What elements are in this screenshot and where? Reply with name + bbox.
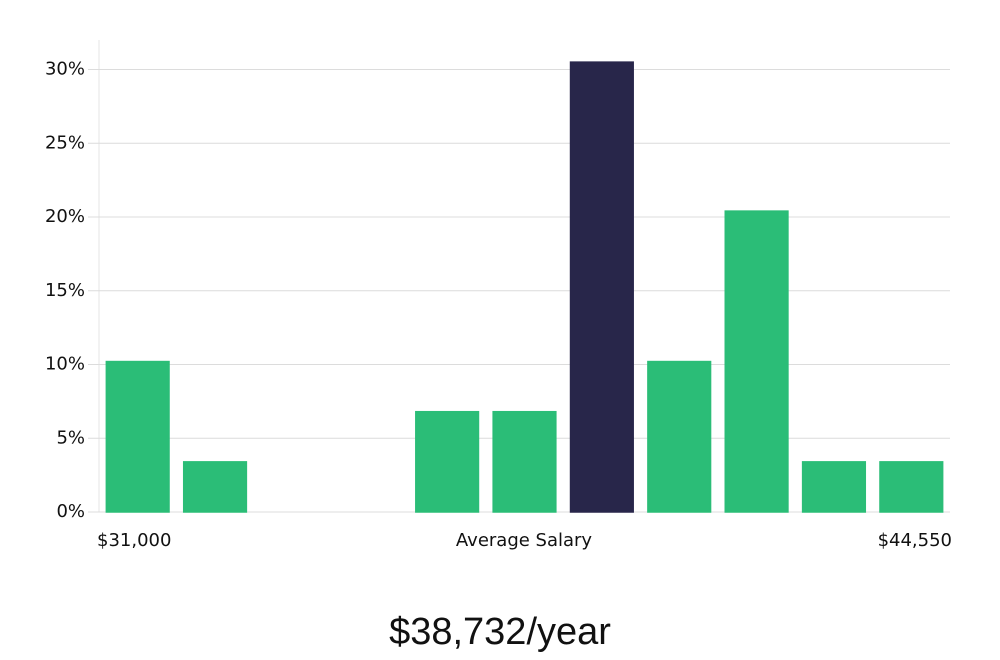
average-salary: $38,732/year [389, 611, 611, 653]
x-end-label: $44,550 [878, 530, 952, 551]
bar [569, 61, 634, 513]
x-start-label: $31,000 [97, 530, 171, 551]
y-tick-label: 15% [45, 280, 85, 301]
x-axis-label: Average Salary [456, 530, 593, 551]
y-tick-label: 0% [56, 501, 85, 522]
y-tick-label: 5% [56, 427, 85, 448]
y-tick-label: 10% [45, 354, 85, 375]
bar [182, 461, 248, 513]
y-tick-label: 20% [45, 206, 85, 227]
bar [879, 461, 944, 513]
bar [724, 210, 789, 513]
y-tick-label: 30% [45, 59, 85, 80]
bar [492, 410, 557, 513]
bar [801, 461, 867, 513]
bar [105, 360, 170, 513]
bar [647, 360, 712, 513]
bar [415, 410, 480, 513]
y-tick-label: 25% [45, 132, 85, 153]
